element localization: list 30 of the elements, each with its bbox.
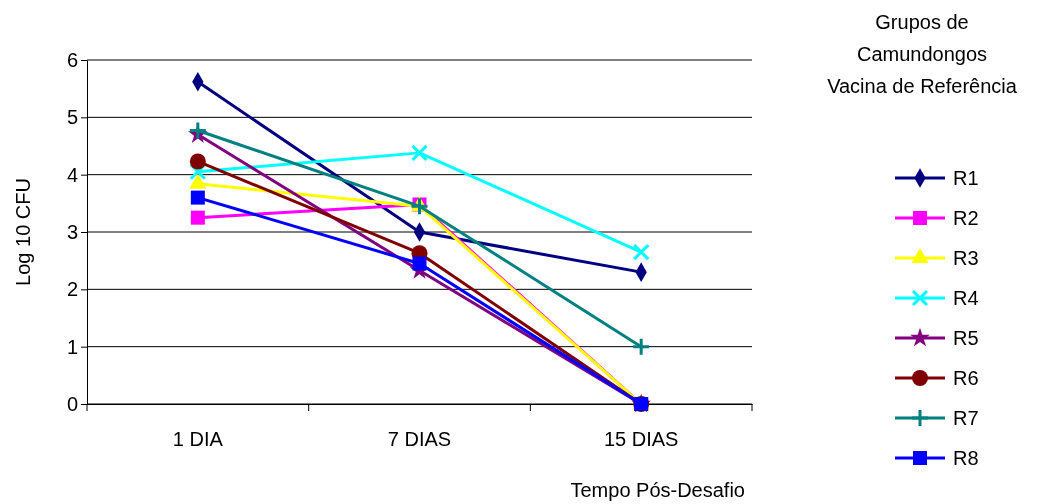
legend-label: R2 [953,207,979,229]
y-axis-title: Log 10 CFU [12,178,34,286]
point [190,210,205,225]
legend-label: R3 [953,247,979,269]
legend-label: R6 [953,367,979,389]
y-tick-label: 5 [66,106,78,129]
point [190,190,205,205]
y-tick-label: 0 [66,392,78,415]
point [410,196,429,216]
y-tick-label: 6 [66,48,78,71]
y-tick-label: 3 [66,220,78,243]
legend-title: Grupos de Camundongos Vacina de Referência [827,11,1018,97]
x-axis-title: Tempo Pós-Desafio [570,479,745,501]
x-tick-label: 15 DIAS [603,428,679,451]
legend-label: R4 [953,287,979,309]
point [412,256,427,271]
y-tick-label: 2 [66,278,78,301]
legend-label: R5 [953,327,979,349]
y-tick-label: 1 [66,335,78,358]
legend-label: R8 [953,447,979,469]
point [189,163,207,181]
legend-label: R1 [953,167,979,189]
legend-label: R7 [953,407,979,429]
point [631,337,651,357]
x-tick-label: 7 DIAS [387,428,452,451]
y-tick-label: 4 [66,163,78,186]
point [632,243,650,261]
point [189,153,206,170]
x-tick-label: 1 DIA [172,428,224,451]
point [411,144,428,162]
